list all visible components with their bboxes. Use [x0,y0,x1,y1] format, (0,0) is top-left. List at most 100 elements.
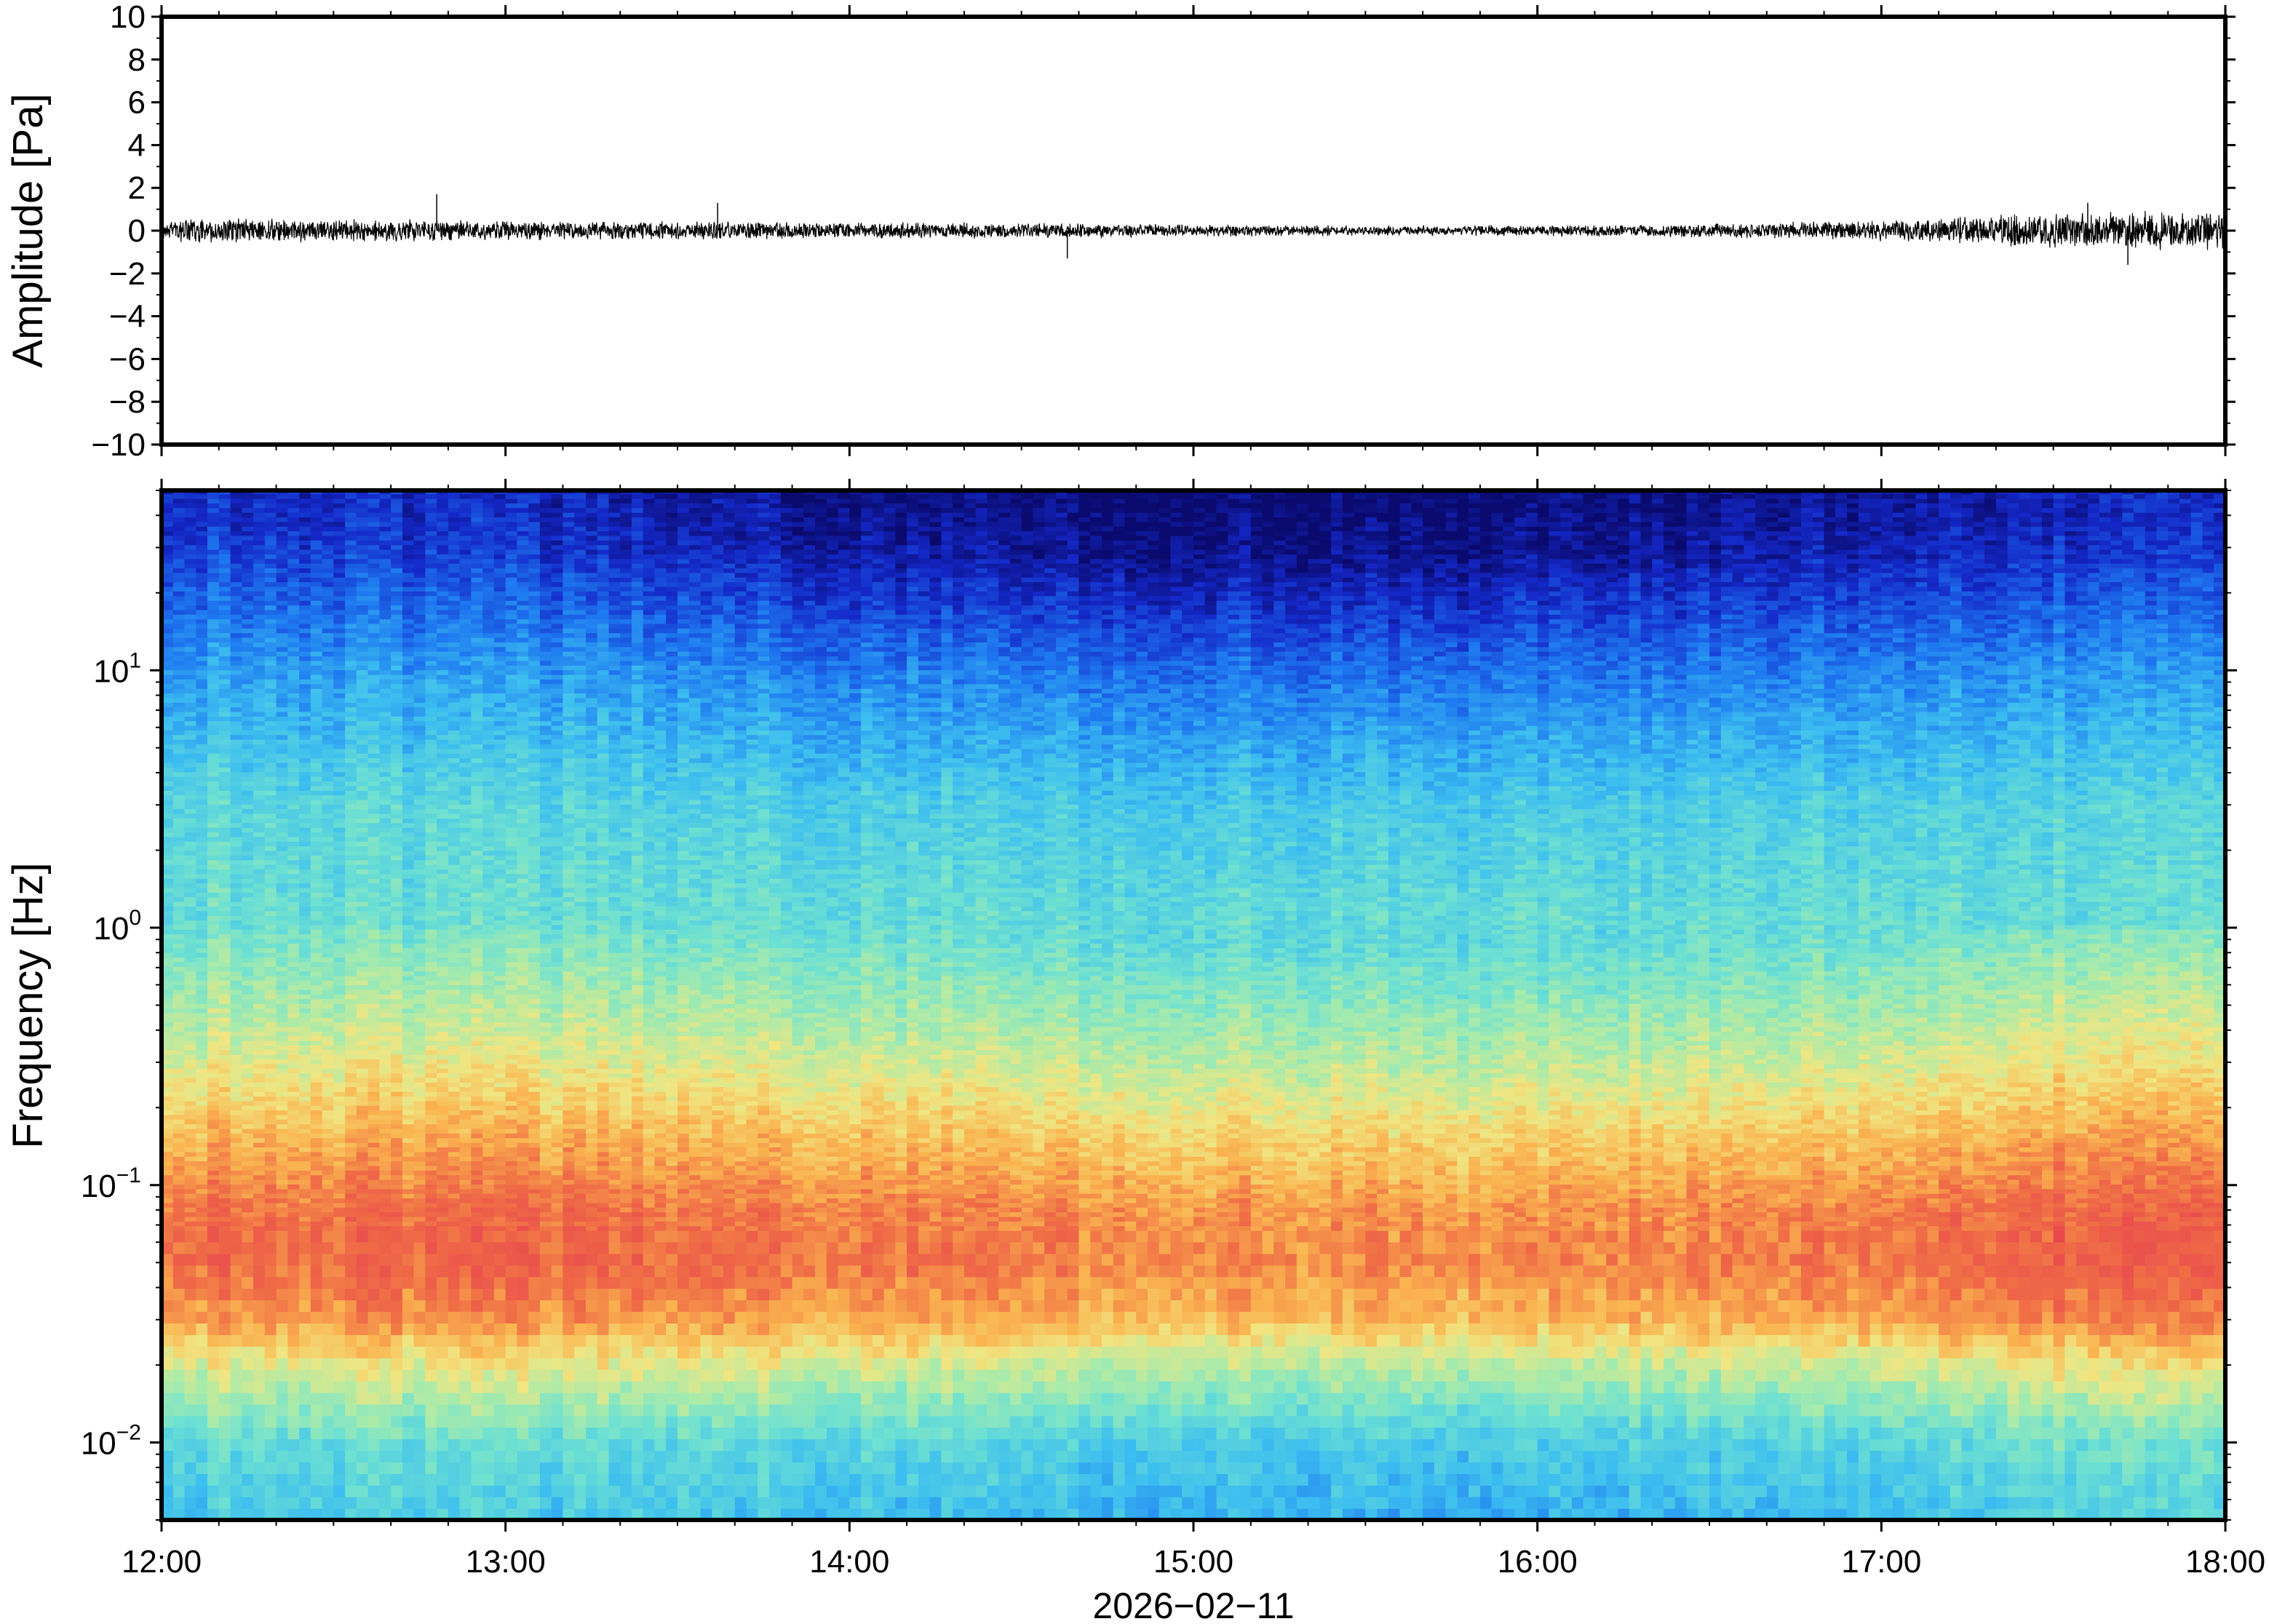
spectrogram-cell [379,651,392,657]
spectrogram-cell [379,1450,392,1462]
spectrogram-cell [367,813,380,819]
spectrogram-cell [242,572,254,578]
spectrogram-cell [264,943,277,949]
spectrogram-cell [356,1216,369,1222]
spectrogram-cell [402,646,415,652]
spectrogram-cell [264,998,277,1004]
spectrogram-cell [253,864,266,869]
spectrogram-cell [448,1253,461,1266]
spectrogram-cell [207,989,220,995]
spectrogram-cell [379,577,392,583]
spectrogram-cell [391,1026,403,1032]
spectrogram-cell [413,1188,426,1194]
spectrogram-cell [264,605,277,610]
spectrogram-cell [310,1082,323,1088]
spectrogram-cell [242,730,254,736]
spectrogram-cell [253,873,266,879]
spectrogram-cell [253,804,266,810]
spectrogram-cell [287,1253,300,1266]
spectrogram-cell [207,934,220,939]
spectrogram-cell [230,1054,242,1060]
spectrogram-cell [356,591,369,597]
spectrogram-cell [230,813,242,819]
spectrogram-cell [184,1288,196,1301]
spectrogram-cell [437,693,449,698]
spectrogram-cell [242,1156,254,1162]
spectrogram-cell [310,1497,323,1509]
spectrogram-cell [310,883,323,888]
spectrogram-cell [379,1485,392,1497]
spectrogram-cell [310,1299,323,1312]
spectrogram-cell [242,776,254,781]
spectrogram-cell [437,1059,449,1064]
spectrogram-cell [448,614,461,620]
spectrogram-cell [207,1123,220,1129]
spectrogram-cell [322,669,334,675]
spectrogram-cell [299,1133,311,1139]
spectrogram-cell [322,855,334,861]
spectrogram-cell [287,799,300,805]
spectrogram-cell [379,1170,392,1176]
spectrogram-cell [379,1017,392,1023]
spectrogram-cell [264,845,277,851]
spectrogram-cell [459,1207,472,1213]
spectrogram-cell [367,503,380,509]
spectrogram-cell [356,618,369,624]
spectrogram-cell [264,1114,277,1120]
spectrogram-cell [242,651,254,657]
spectrogram-cell [379,1151,392,1157]
spectrogram-cell [196,568,208,573]
spectrogram-cell [333,1072,346,1078]
spectrogram-cell [437,785,449,791]
spectrogram-cell [413,790,426,796]
spectrogram-cell [356,1077,369,1083]
spectrogram-cell [333,1450,346,1462]
spectrogram-cell [322,1404,334,1417]
spectrogram-cell [184,998,196,1004]
spectrogram-cell [459,1202,472,1208]
spectrogram-cell [299,994,311,1000]
spectrogram-cell [276,1242,288,1254]
spectrogram-cell [379,850,392,856]
spectrogram-cell [367,697,380,703]
spectrogram-cell [367,1288,380,1301]
spectrogram-cell [218,1022,231,1027]
spectrogram-cell [379,1174,392,1180]
spectrogram-cell [333,526,346,532]
spectrogram-cell [402,776,415,781]
spectrogram-cell [184,771,196,777]
spectrogram-cell [264,790,277,796]
spectrogram-cell [276,822,288,828]
spectrogram-cell [162,1323,174,1335]
spectrogram-cell [218,1462,231,1474]
spectrogram-cell [207,1077,220,1083]
spectrogram-cell [162,1119,174,1125]
spectrogram-cell [230,507,242,513]
spectrogram-cell [356,1096,369,1102]
spectrogram-cell [425,1114,437,1120]
spectrogram-cell [230,1022,242,1027]
spectrogram-cell [310,725,323,731]
spectrogram-cell [299,1035,311,1041]
spectrogram-cell [276,952,288,958]
spectrogram-cell [207,591,220,597]
spectrogram-cell [299,887,311,893]
spectrogram-cell [333,1392,346,1405]
spectrogram-cell [356,1242,369,1254]
spectrogram-cell [287,674,300,680]
spectrogram-cell [437,1017,449,1023]
spectrogram-cell [391,845,403,851]
spectrogram-cell [402,711,415,717]
spectrogram-cell [253,1133,266,1139]
spectrogram-cell [230,984,242,990]
spectrogram-cell [218,869,231,875]
spectrogram-cell [322,503,334,509]
spectrogram-cell [299,1404,311,1417]
spectrogram-cell [345,855,357,861]
spectrogram-cell [253,693,266,698]
spectrogram-cell [253,776,266,781]
spectrogram-cell [448,642,461,648]
spectrogram-cell [310,526,323,532]
spectrogram-cell [356,924,369,930]
spectrogram-cell [310,896,323,902]
